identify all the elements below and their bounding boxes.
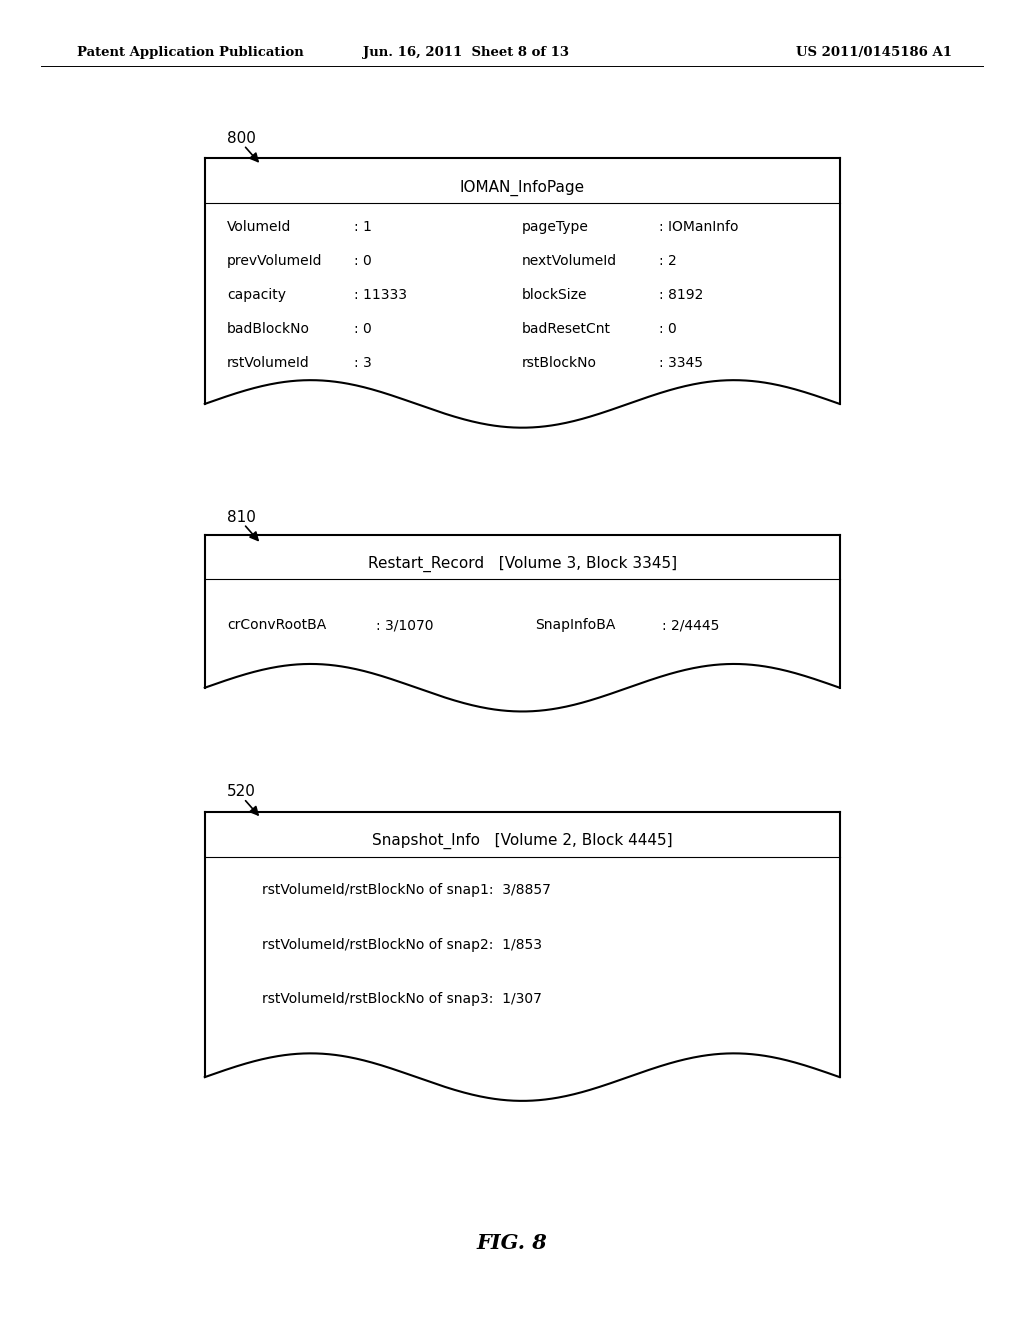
- Text: Patent Application Publication: Patent Application Publication: [77, 46, 303, 59]
- Text: : 2/4445: : 2/4445: [662, 618, 719, 632]
- Text: rstVolumeId/rstBlockNo of snap2:  1/853: rstVolumeId/rstBlockNo of snap2: 1/853: [262, 937, 542, 952]
- Text: : 0: : 0: [658, 322, 677, 337]
- Text: capacity: capacity: [227, 288, 286, 302]
- Text: Restart_Record   [Volume 3, Block 3345]: Restart_Record [Volume 3, Block 3345]: [368, 556, 677, 572]
- Text: : 8192: : 8192: [658, 288, 703, 302]
- Text: 800: 800: [227, 131, 256, 147]
- Text: US 2011/0145186 A1: US 2011/0145186 A1: [797, 46, 952, 59]
- Text: crConvRootBA: crConvRootBA: [227, 618, 327, 632]
- Text: rstVolumeId: rstVolumeId: [227, 356, 310, 370]
- Text: badBlockNo: badBlockNo: [227, 322, 310, 337]
- Text: : 1: : 1: [354, 220, 372, 234]
- Text: rstVolumeId/rstBlockNo of snap1:  3/8857: rstVolumeId/rstBlockNo of snap1: 3/8857: [262, 883, 551, 898]
- Text: : IOManInfo: : IOManInfo: [658, 220, 738, 234]
- Text: 810: 810: [227, 510, 256, 525]
- Text: : 3345: : 3345: [658, 356, 702, 370]
- Text: badResetCnt: badResetCnt: [522, 322, 611, 337]
- Text: 520: 520: [227, 784, 256, 800]
- Text: : 3: : 3: [354, 356, 372, 370]
- Text: nextVolumeId: nextVolumeId: [522, 253, 617, 268]
- Text: : 0: : 0: [354, 322, 372, 337]
- Text: prevVolumeId: prevVolumeId: [227, 253, 323, 268]
- Text: IOMAN_InfoPage: IOMAN_InfoPage: [460, 180, 585, 195]
- Text: pageType: pageType: [522, 220, 589, 234]
- Text: FIG. 8: FIG. 8: [476, 1233, 548, 1254]
- Text: rstVolumeId/rstBlockNo of snap3:  1/307: rstVolumeId/rstBlockNo of snap3: 1/307: [262, 993, 542, 1006]
- Text: rstBlockNo: rstBlockNo: [522, 356, 597, 370]
- Text: blockSize: blockSize: [522, 288, 588, 302]
- Text: : 2: : 2: [658, 253, 677, 268]
- Text: : 3/1070: : 3/1070: [376, 618, 434, 632]
- Text: : 11333: : 11333: [354, 288, 407, 302]
- Text: Jun. 16, 2011  Sheet 8 of 13: Jun. 16, 2011 Sheet 8 of 13: [362, 46, 569, 59]
- Text: Snapshot_Info   [Volume 2, Block 4445]: Snapshot_Info [Volume 2, Block 4445]: [372, 833, 673, 849]
- Text: : 0: : 0: [354, 253, 372, 268]
- Text: VolumeId: VolumeId: [227, 220, 292, 234]
- Text: SnapInfoBA: SnapInfoBA: [535, 618, 615, 632]
